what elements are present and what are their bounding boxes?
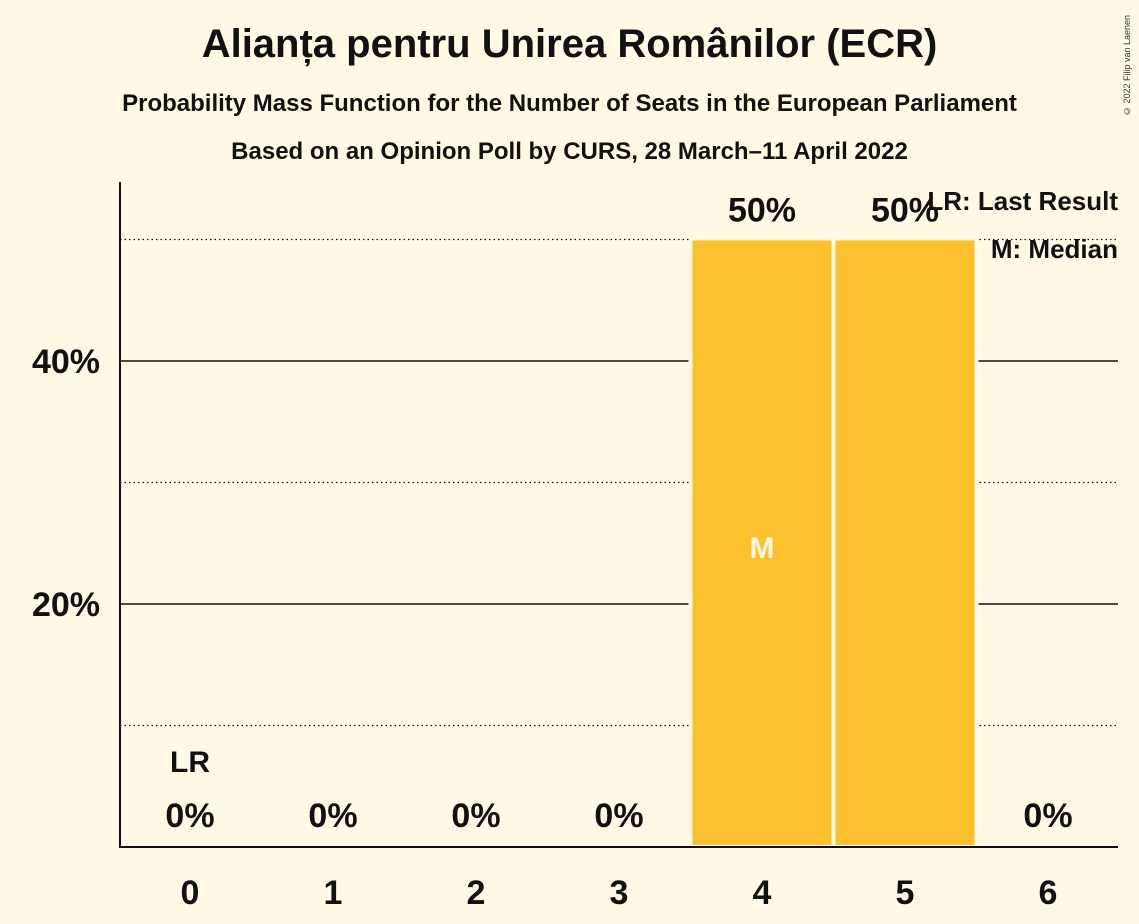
- x-tick-label: 4: [753, 874, 772, 912]
- legend: LR: Last Result M: Median: [927, 186, 1118, 264]
- median-marker: M: [750, 532, 775, 565]
- chart-subtitle: Probability Mass Function for the Number…: [122, 90, 1017, 117]
- x-tick-label: 3: [610, 874, 629, 912]
- bar: [688, 236, 836, 849]
- legend-last-result: LR: Last Result: [927, 186, 1118, 216]
- x-tick-label: 1: [324, 874, 343, 912]
- data-label: 50%: [728, 192, 796, 230]
- y-tick-label: 40%: [32, 343, 100, 381]
- x-tick-label: 2: [467, 874, 486, 912]
- legend-median: M: Median: [991, 234, 1118, 264]
- x-tick-label: 5: [896, 874, 915, 912]
- data-label: 0%: [1023, 797, 1072, 835]
- x-tick-label: 6: [1039, 874, 1058, 912]
- y-tick-label: 20%: [32, 586, 100, 624]
- data-label: 0%: [594, 797, 643, 835]
- bars: [688, 236, 979, 849]
- axes: [119, 182, 1118, 848]
- labels: 20% 40% 0 1 2 3 4 5 6 0% 0% 0% 0% 50% 50% 0% LR M: [32, 192, 1073, 913]
- data-label: 0%: [308, 797, 357, 835]
- data-label: 0%: [165, 797, 214, 835]
- x-tick-label: 0: [181, 874, 200, 912]
- chart-title: Alianța pentru Unirea Românilor (ECR): [201, 22, 938, 66]
- last-result-marker: LR: [170, 746, 210, 779]
- bar: [831, 236, 979, 849]
- data-label: 50%: [871, 192, 939, 230]
- data-label: 0%: [451, 797, 500, 835]
- chart-source-note: Based on an Opinion Poll by CURS, 28 Mar…: [231, 138, 908, 165]
